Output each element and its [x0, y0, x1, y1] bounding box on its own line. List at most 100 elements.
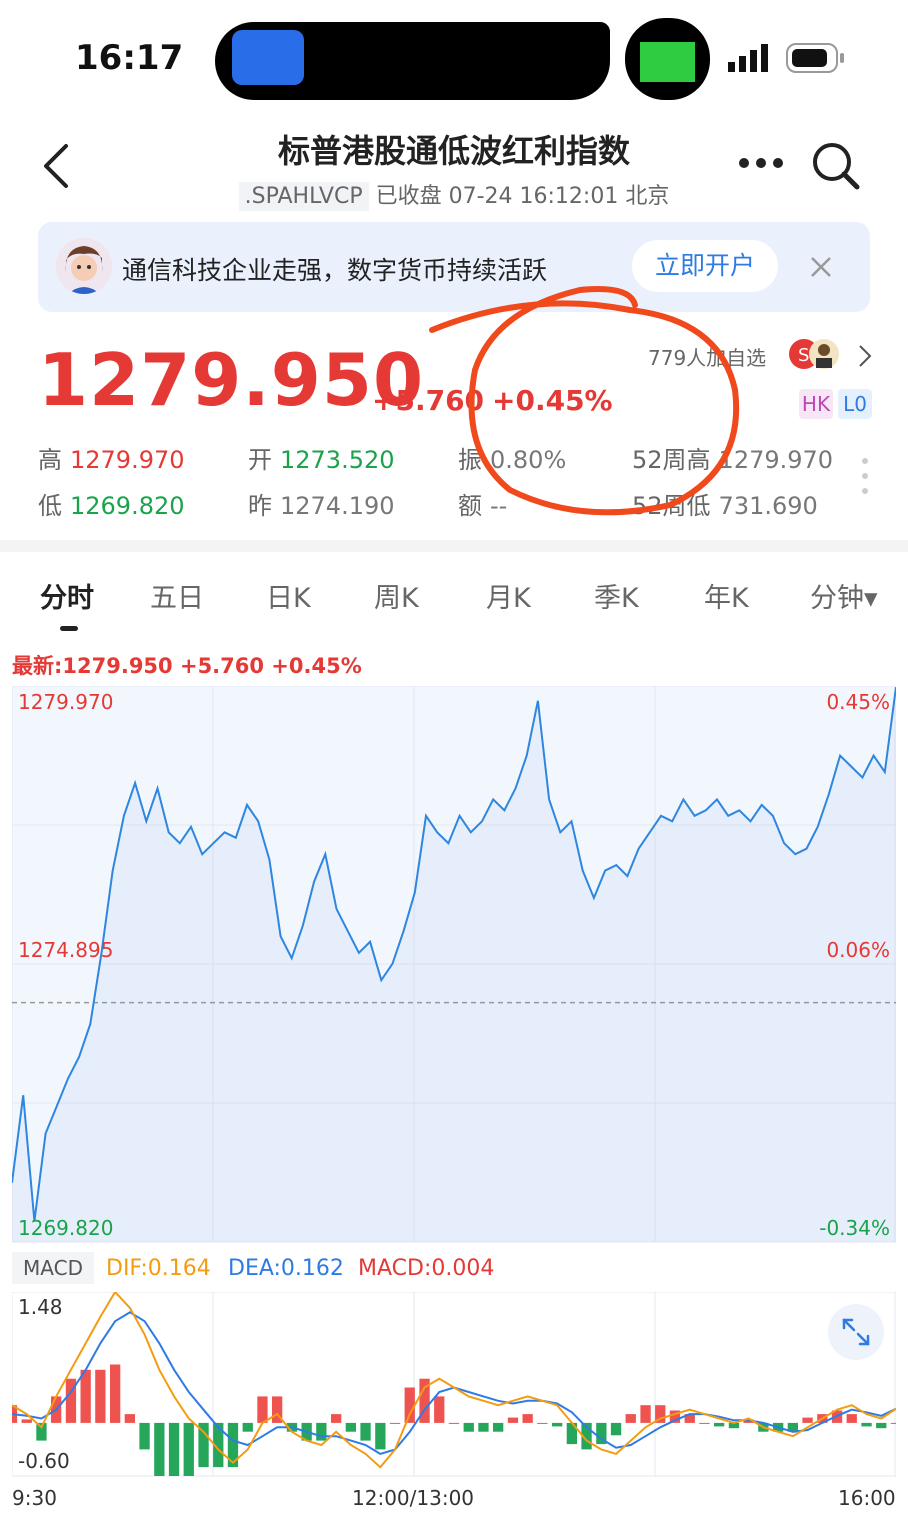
- y-right-max: 0.45%: [826, 690, 890, 714]
- chevron-right-icon[interactable]: [858, 344, 872, 368]
- macd-bar: [257, 1396, 268, 1423]
- macd-bar: [640, 1405, 651, 1423]
- stat-52w-high: 52周高 1279.970: [632, 446, 834, 474]
- macd-bar: [625, 1414, 636, 1423]
- macd-bar: [404, 1387, 415, 1423]
- macd-bar: [80, 1369, 91, 1423]
- macd-bar: [198, 1422, 209, 1468]
- open-account-button[interactable]: 立即开户: [632, 240, 778, 292]
- section-divider: [0, 540, 908, 552]
- page-subtitle: .SPAHLVCP 已收盘 07-24 16:12:01 北京: [0, 178, 908, 211]
- y-label-min: 1269.820: [18, 1216, 113, 1240]
- macd-bar: [596, 1422, 607, 1445]
- macd-bar: [21, 1419, 32, 1423]
- tab-daily[interactable]: 日K: [266, 583, 311, 614]
- macd-tag[interactable]: MACD: [12, 1252, 94, 1284]
- macd-bar: [610, 1422, 622, 1436]
- macd-bar: [331, 1414, 342, 1423]
- more-icon[interactable]: [737, 155, 785, 171]
- macd-bar: [213, 1422, 224, 1468]
- watchers-avatars-icon: S: [789, 339, 839, 369]
- macd-bar: [36, 1422, 47, 1441]
- macd-bar: [124, 1414, 135, 1423]
- market-status: 已收盘 07-24 16:12:01 北京: [375, 184, 670, 209]
- macd-dea: DEA:0.162: [228, 1256, 344, 1281]
- macd-histogram: [12, 1364, 896, 1476]
- x-label-close: 16:00: [838, 1486, 896, 1510]
- macd-bar: [684, 1414, 695, 1423]
- macd-bar: [448, 1422, 460, 1424]
- back-icon[interactable]: [40, 142, 72, 190]
- watchlist-count[interactable]: 779人加自选: [648, 346, 767, 370]
- macd-bar: [714, 1422, 725, 1427]
- tab-minutes[interactable]: 分钟▾: [810, 583, 878, 614]
- red-circle-annotation: [429, 286, 740, 516]
- intraday-chart[interactable]: 1279.970 1274.895 1269.820 0.45% 0.06% -…: [12, 686, 896, 1244]
- tab-intraday[interactable]: 分时: [40, 583, 94, 614]
- page-title: 标普港股通低波红利指数: [277, 132, 630, 170]
- macd-bar: [168, 1422, 180, 1476]
- banner-text: 通信科技企业走强，数字货币持续活跃: [122, 256, 548, 285]
- macd-bar: [861, 1422, 872, 1427]
- macd-bar: [154, 1422, 165, 1476]
- macd-bar: [699, 1422, 710, 1424]
- macd-bar: [493, 1422, 504, 1432]
- x-label-open: 9:30: [12, 1486, 57, 1510]
- macd-bar: [345, 1422, 356, 1432]
- macd-bar: [272, 1396, 283, 1423]
- chart-latest-info: 最新:1279.950 +5.760 +0.45%: [12, 654, 362, 678]
- macd-bar: [419, 1378, 430, 1423]
- price-change-pct: +0.45%: [492, 384, 613, 417]
- redacted-icon-2: [640, 42, 695, 82]
- badge-l0: L0: [838, 389, 872, 419]
- macd-dif: DIF:0.164: [106, 1256, 211, 1281]
- stat-low: 低 1269.820: [38, 492, 185, 520]
- active-tab-indicator: [60, 626, 78, 631]
- search-icon[interactable]: [810, 140, 862, 192]
- stat-high: 高 1279.970: [38, 446, 185, 474]
- macd-bar: [375, 1422, 386, 1450]
- stat-amplitude: 振 0.80%: [458, 446, 567, 474]
- macd-bar: [110, 1364, 121, 1423]
- avatar: [56, 238, 112, 294]
- y-right-mid: 0.06%: [826, 938, 890, 962]
- expand-dots-icon[interactable]: [860, 456, 870, 496]
- macd-bar: [478, 1422, 489, 1432]
- tab-weekly[interactable]: 周K: [374, 583, 419, 614]
- stat-52w-low: 52周低 731.690: [632, 492, 818, 520]
- macd-bar: [507, 1417, 519, 1423]
- signal-icon: [728, 44, 768, 72]
- x-label-midday: 12:00/13:00: [352, 1486, 475, 1510]
- tab-monthly[interactable]: 月K: [486, 583, 531, 614]
- close-icon[interactable]: [810, 256, 832, 278]
- macd-bar: [360, 1422, 371, 1441]
- macd-bar: [846, 1414, 857, 1423]
- stat-turnover: 额 --: [458, 492, 508, 520]
- macd-chart[interactable]: 1.48 -0.60: [12, 1292, 896, 1478]
- svg-text:S: S: [798, 345, 809, 366]
- tab-5day[interactable]: 五日: [150, 583, 204, 614]
- macd-y-min: -0.60: [18, 1449, 70, 1473]
- dif-series-line: [12, 1292, 896, 1469]
- last-price: 1279.950: [38, 338, 425, 422]
- macd-bar: [876, 1422, 887, 1429]
- macd-bar: [802, 1417, 813, 1423]
- fullscreen-icon[interactable]: [826, 1302, 886, 1362]
- macd-bar: [728, 1422, 740, 1429]
- macd-bar: [389, 1422, 401, 1424]
- macd-bar: [227, 1422, 239, 1468]
- badge-hk: HK: [799, 389, 833, 419]
- macd-bar: [434, 1396, 445, 1423]
- redacted-app-icon: [232, 30, 304, 85]
- price-change: +5.760: [372, 384, 485, 417]
- y-label-mid: 1274.895: [18, 938, 113, 962]
- tab-quarterly[interactable]: 季K: [594, 583, 639, 614]
- macd-bar: [537, 1422, 548, 1424]
- tab-yearly[interactable]: 年K: [704, 583, 749, 614]
- status-time: 16:17: [75, 38, 184, 78]
- macd-bar: [463, 1422, 474, 1432]
- price-series-line: [12, 686, 896, 1222]
- macd-bar: [183, 1422, 194, 1476]
- index-code: .SPAHLVCP: [238, 182, 369, 211]
- macd-bar: [242, 1422, 253, 1432]
